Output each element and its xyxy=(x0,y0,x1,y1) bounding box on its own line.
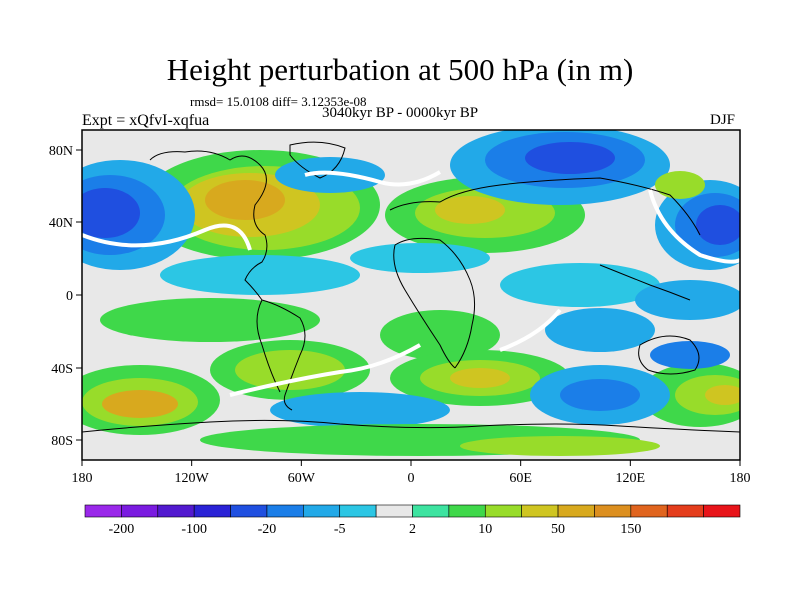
colorbar-label: 2 xyxy=(409,522,416,537)
coast-eurasia xyxy=(389,177,701,236)
region-sh-pos1 xyxy=(100,298,320,342)
coast-africa-west xyxy=(393,244,456,369)
lat-tick-label: 80S xyxy=(51,434,73,449)
coast-antarctica xyxy=(82,419,740,433)
colorbar-label: 10 xyxy=(478,522,492,537)
coast-africa-east xyxy=(394,237,476,369)
colorbar-swatch xyxy=(157,504,195,518)
region-sib-neg3 xyxy=(525,142,615,174)
lon-tick-label: 120E xyxy=(616,471,646,486)
colorbar-swatch xyxy=(703,504,741,518)
colorbar-label: -100 xyxy=(181,522,207,537)
colorbar-swatch xyxy=(375,504,413,518)
coast-north-america xyxy=(149,150,268,301)
region-sep-pos3 xyxy=(102,390,178,418)
lat-tick-label: 0 xyxy=(66,289,73,304)
region-npac-neg3 xyxy=(696,205,740,245)
coast-maritime xyxy=(599,264,691,301)
latitude-axis: 80N 40N 0 40S 80S xyxy=(49,144,82,449)
lon-tick-label: 60W xyxy=(288,471,316,486)
colorbar-swatch xyxy=(594,504,632,518)
region-sat-pos3 xyxy=(450,368,510,388)
region-swp-pos3 xyxy=(705,385,740,405)
colorbar-swatch xyxy=(630,504,668,518)
lon-tick-label: 180 xyxy=(72,471,93,486)
region-so-neg4 xyxy=(650,341,730,369)
lat-tick-label: 40S xyxy=(51,362,73,377)
colorbar-swatch xyxy=(557,504,595,518)
colorbar-swatch xyxy=(230,504,268,518)
colorbar-swatch xyxy=(484,504,522,518)
region-trop-neg2 xyxy=(350,243,490,273)
region-eur-pos3 xyxy=(435,196,505,224)
coastlines xyxy=(82,141,740,433)
colorbar-swatch xyxy=(521,504,559,518)
colorbar-swatch xyxy=(193,504,231,518)
contour-field xyxy=(82,130,740,460)
season-label: DJF xyxy=(710,112,736,128)
colorbar-label: 50 xyxy=(551,522,565,537)
region-atl-neg xyxy=(275,157,385,193)
region-trop-neg1 xyxy=(160,255,360,295)
colorbar-swatch xyxy=(339,504,377,518)
region-sa-pos2 xyxy=(235,350,345,390)
coast-south-america-west xyxy=(256,299,281,393)
region-sh-pos2 xyxy=(380,310,500,360)
zero-line-4 xyxy=(229,343,421,397)
zero-line-3 xyxy=(648,189,740,264)
region-so-neg3 xyxy=(270,392,450,428)
lat-tick-label: 40N xyxy=(49,216,73,231)
colorbar-label: -5 xyxy=(334,522,346,537)
experiment-label: Expt = xQfvI-xqfua xyxy=(82,112,210,129)
region-pac-neg3 xyxy=(82,188,140,238)
lon-tick-label: 180 xyxy=(730,471,751,486)
colorbar-swatch xyxy=(412,504,450,518)
rmsd-stats: rmsd= 15.0108 diff= 3.12353e-08 xyxy=(190,94,367,109)
colorbar-label: -200 xyxy=(109,522,135,537)
lat-tick-label: 80N xyxy=(49,144,73,159)
zero-line-2 xyxy=(304,170,442,187)
coast-south-america-east xyxy=(261,299,306,411)
lon-tick-label: 120W xyxy=(175,471,210,486)
lon-tick-label: 0 xyxy=(408,471,415,486)
colorbar-swatch xyxy=(303,504,341,518)
region-trop-neg4 xyxy=(635,280,740,320)
zero-line-5 xyxy=(499,308,562,352)
lon-tick-label: 60E xyxy=(509,471,532,486)
colorbar-label: 150 xyxy=(620,522,641,537)
colorbar-swatch xyxy=(84,504,122,518)
coast-australia xyxy=(638,335,700,375)
region-so-neg2 xyxy=(560,379,640,411)
colorbar-swatch xyxy=(121,504,159,518)
map-title: Height perturbation at 500 hPa (in m) xyxy=(166,52,634,87)
period-label: 3040kyr BP - 0000kyr BP xyxy=(322,105,479,121)
region-ant-pos2 xyxy=(460,436,660,456)
colorbar-swatch xyxy=(266,504,304,518)
colorbar-label: -20 xyxy=(258,522,277,537)
colorbar-swatch xyxy=(666,504,704,518)
longitude-axis: 180 120W 60W 0 60E 120E 180 xyxy=(72,460,751,486)
coast-greenland xyxy=(289,141,346,179)
colorbar: -200 -100 -20 -5 2 10 50 150 xyxy=(84,504,741,537)
region-jp-pos xyxy=(655,171,705,199)
region-sh-neg-io xyxy=(545,308,655,352)
colorbar-swatch xyxy=(448,504,486,518)
region-trop-neg3 xyxy=(500,263,660,307)
zero-line-1 xyxy=(82,223,252,251)
region-na-pos4 xyxy=(205,180,285,220)
